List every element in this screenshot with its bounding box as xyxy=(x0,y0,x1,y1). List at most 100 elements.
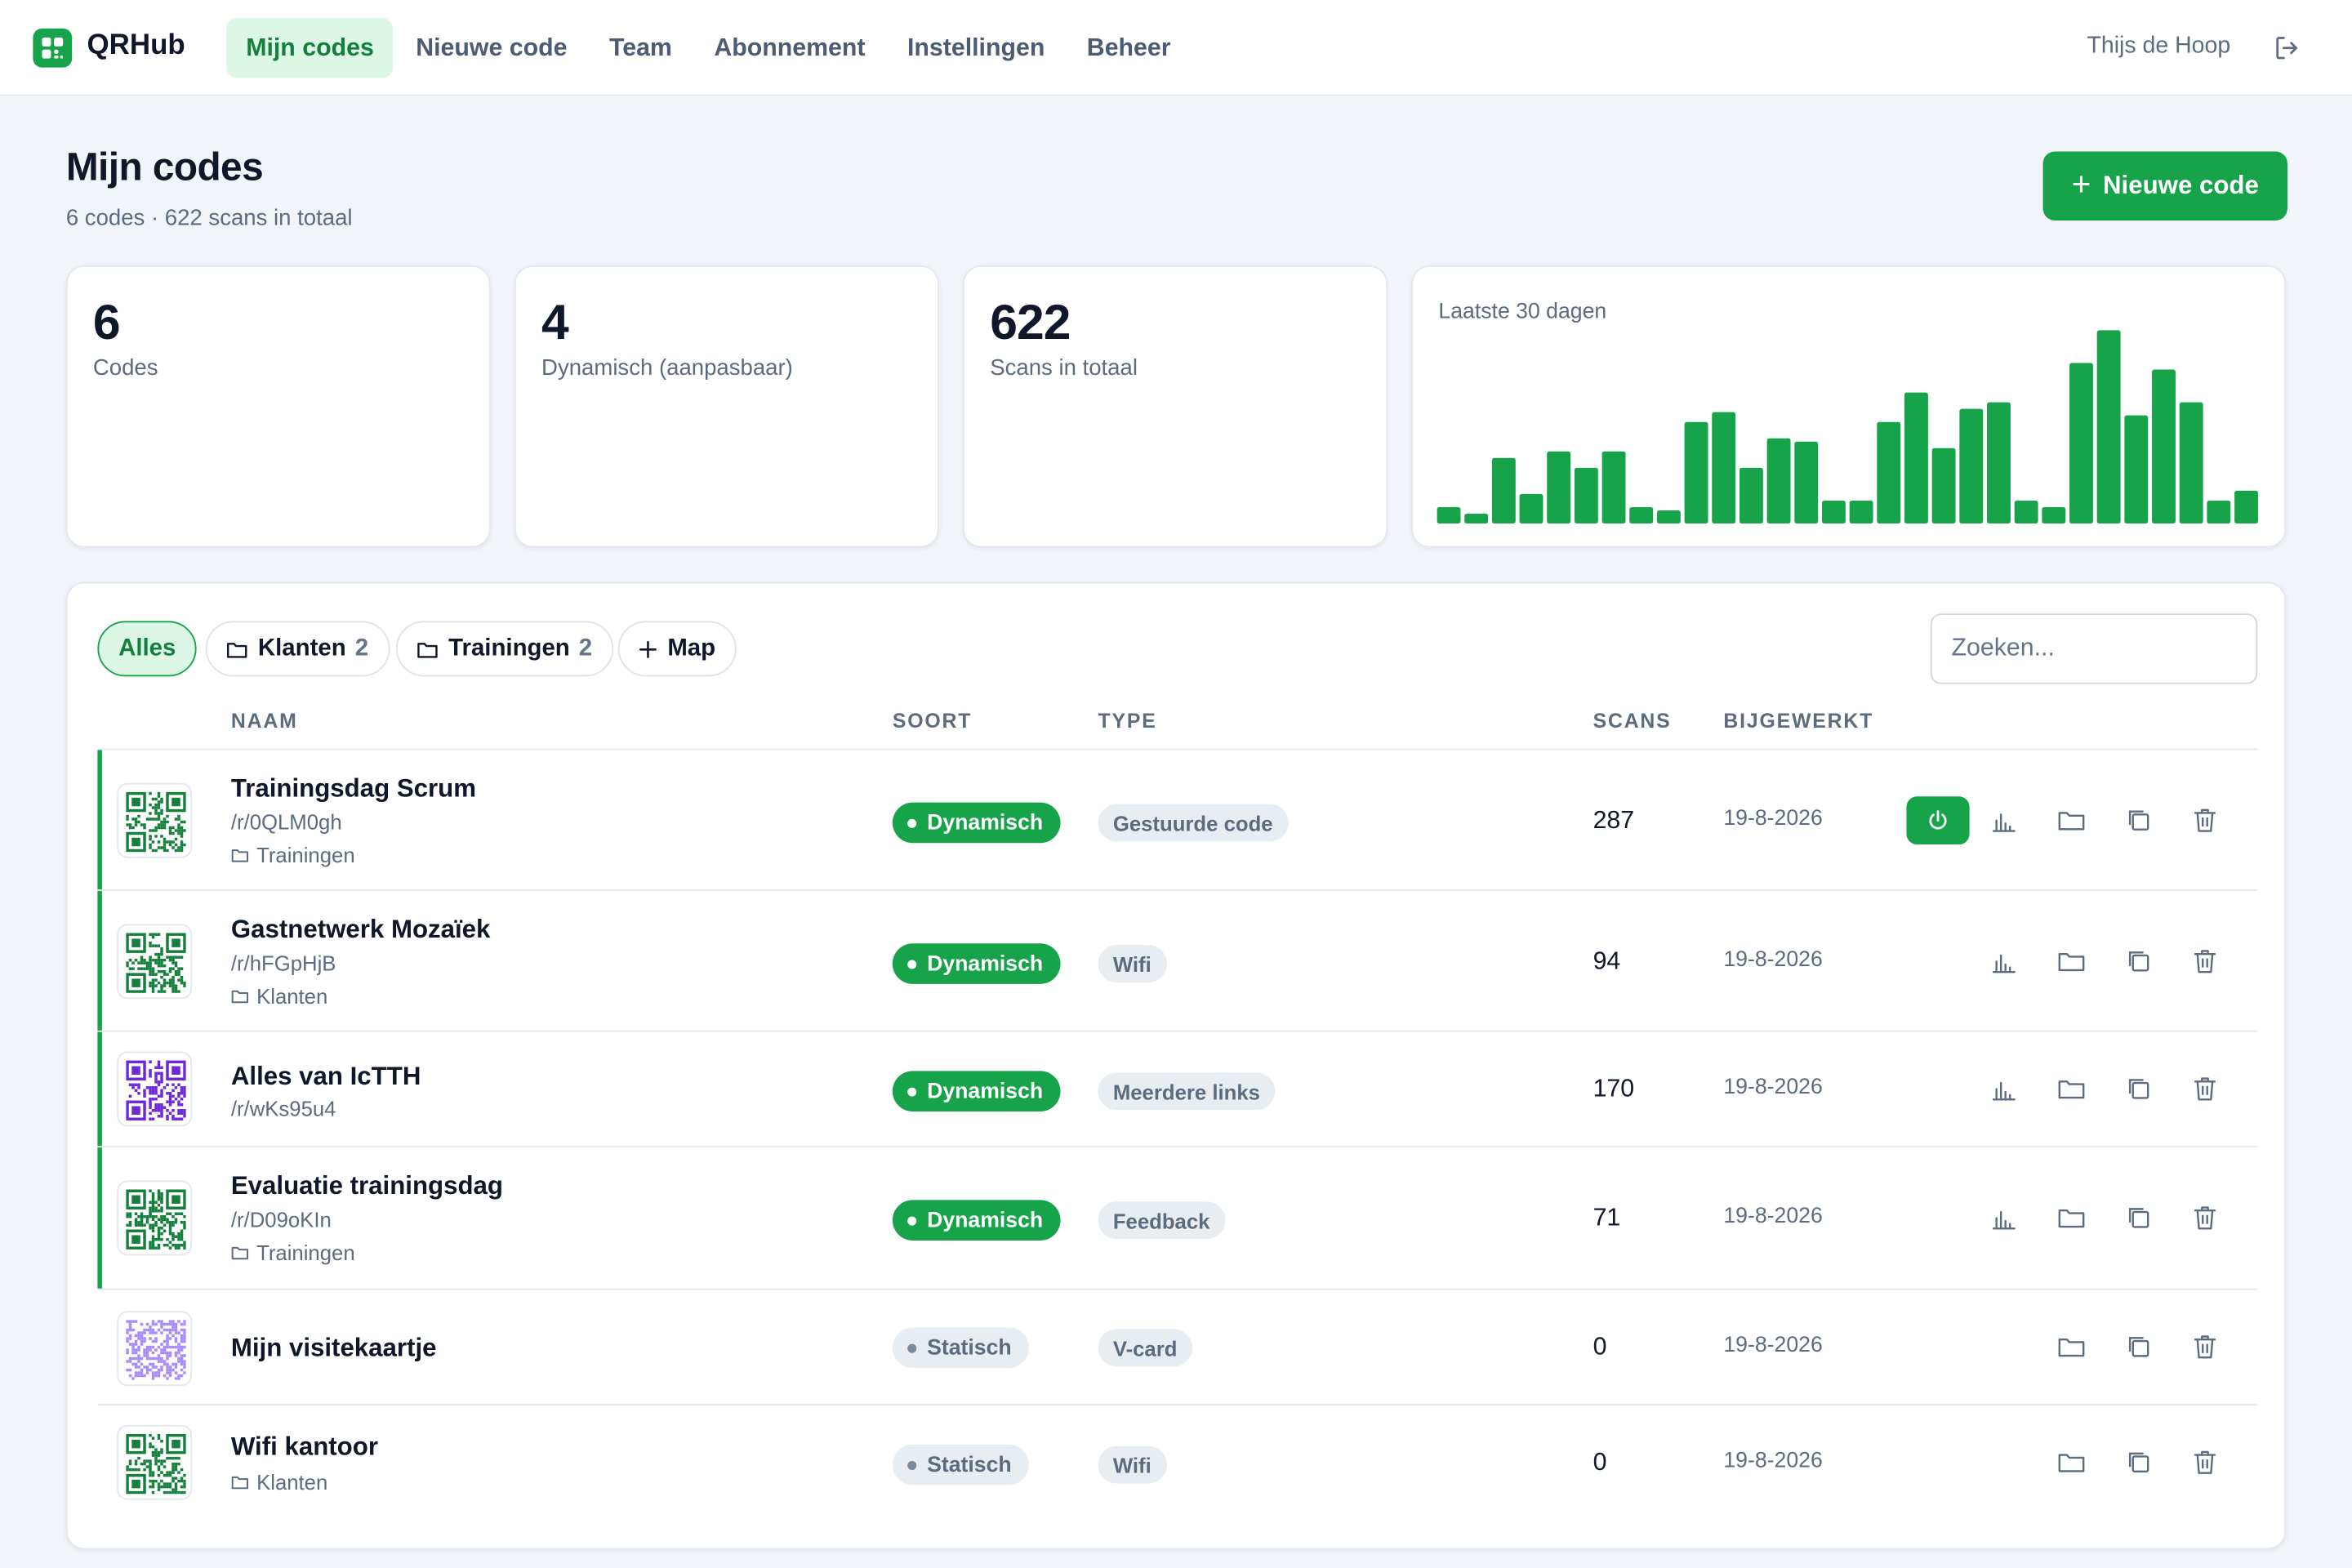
code-name[interactable]: Evaluatie trainingsdag xyxy=(230,1171,504,1200)
delete-icon[interactable] xyxy=(2189,1446,2221,1479)
code-slug[interactable]: /r/wKs95u4 xyxy=(230,1096,336,1121)
duplicate-icon[interactable] xyxy=(2123,1072,2155,1105)
delete-icon[interactable] xyxy=(2189,804,2221,836)
brand-name[interactable]: QRHub xyxy=(87,29,185,62)
chart-bar[interactable] xyxy=(2069,363,2093,524)
move-to-folder-icon[interactable] xyxy=(2055,1446,2087,1479)
chart-bar[interactable] xyxy=(1849,500,1873,524)
qr-thumbnail[interactable] xyxy=(117,1424,193,1500)
chart-bar[interactable] xyxy=(1464,513,1489,524)
qr-thumbnail[interactable] xyxy=(117,782,193,858)
chart-bar[interactable] xyxy=(1739,467,1763,524)
code-name[interactable]: Alles van IcTTH xyxy=(230,1062,421,1091)
nav-instellingen[interactable]: Instellingen xyxy=(906,34,1045,62)
chart-bar[interactable] xyxy=(1547,451,1571,524)
chart-bar[interactable] xyxy=(2207,500,2231,524)
code-folder[interactable]: Klanten xyxy=(231,1470,327,1494)
move-to-folder-icon[interactable] xyxy=(2055,804,2087,836)
stats-icon[interactable] xyxy=(1988,1072,2020,1105)
code-name[interactable]: Wifi kantoor xyxy=(230,1432,378,1461)
stats-icon[interactable] xyxy=(1988,945,2020,978)
code-slug[interactable]: /r/0QLM0gh xyxy=(230,809,342,835)
chart-bar[interactable] xyxy=(1959,408,1984,524)
nav-abonnement[interactable]: Abonnement xyxy=(714,34,866,62)
chart-bar[interactable] xyxy=(1712,412,1736,524)
chart-bar[interactable] xyxy=(1877,421,1901,524)
chart-bar[interactable] xyxy=(2014,500,2038,524)
qr-thumbnail[interactable] xyxy=(117,1180,193,1256)
qr-thumbnail[interactable] xyxy=(117,1311,193,1387)
chart-bar[interactable] xyxy=(2179,402,2203,524)
duplicate-icon[interactable] xyxy=(2123,1330,2155,1363)
nav-beheer[interactable]: Beheer xyxy=(1086,34,1171,62)
code-name[interactable]: Mijn visitekaartje xyxy=(230,1333,437,1362)
code-folder[interactable]: Trainingen xyxy=(231,843,355,867)
table-row[interactable]: Wifi kantoor Klanten Statisch Wifi 0 19-… xyxy=(97,1405,2257,1521)
table-row[interactable]: Alles van IcTTH /r/wKs95u4 Dynamisch Mee… xyxy=(97,1031,2258,1148)
toggle-active-button[interactable] xyxy=(1906,796,1970,845)
add-folder-chip[interactable]: Map xyxy=(617,621,737,677)
chart-bar[interactable] xyxy=(1904,392,1928,524)
filter-chip-trainingen[interactable]: Trainingen 2 xyxy=(395,621,613,677)
chart-bar[interactable] xyxy=(1766,438,1791,524)
stats-icon[interactable] xyxy=(1988,1201,2020,1234)
column-header-naam[interactable]: NAAM xyxy=(230,709,298,733)
filter-chip-alles[interactable]: Alles xyxy=(97,621,198,677)
delete-icon[interactable] xyxy=(2189,945,2221,978)
qr-thumbnail[interactable] xyxy=(117,924,193,1000)
delete-icon[interactable] xyxy=(2189,1201,2221,1234)
chart-bar[interactable] xyxy=(1601,451,1626,524)
code-slug[interactable]: /r/D09oKIn xyxy=(230,1207,332,1232)
chart-bar[interactable] xyxy=(2096,330,2121,524)
delete-icon[interactable] xyxy=(2189,1072,2221,1105)
stats-icon[interactable] xyxy=(1988,804,2020,836)
logout-icon[interactable] xyxy=(2273,33,2303,63)
qrhub-logo-icon[interactable] xyxy=(33,28,73,68)
chart-bar[interactable] xyxy=(1574,467,1598,524)
nav-mijn-codes[interactable]: Mijn codes xyxy=(226,18,394,78)
code-slug[interactable]: /r/hFGpHjB xyxy=(230,951,336,975)
chart-bar[interactable] xyxy=(1629,506,1654,524)
move-to-folder-icon[interactable] xyxy=(2055,1330,2087,1363)
column-header-type[interactable]: TYPE xyxy=(1098,709,1157,733)
chart-bar[interactable] xyxy=(1491,457,1516,524)
user-name[interactable]: Thijs de Hoop xyxy=(2087,33,2231,59)
chart-bar[interactable] xyxy=(2124,415,2149,524)
column-header-bijgewerkt[interactable]: BIJGEWERKT xyxy=(1723,709,1874,733)
chart-bar[interactable] xyxy=(1821,500,1846,524)
move-to-folder-icon[interactable] xyxy=(2055,945,2087,978)
move-to-folder-icon[interactable] xyxy=(2055,1201,2087,1234)
chart-bar[interactable] xyxy=(1684,421,1708,524)
code-name[interactable]: Gastnetwerk Mozaïek xyxy=(230,915,491,944)
delete-icon[interactable] xyxy=(2189,1330,2221,1363)
search-input[interactable] xyxy=(1930,613,2258,684)
chart-bar[interactable] xyxy=(1437,506,1461,524)
chart-bar[interactable] xyxy=(2042,506,2066,524)
table-row[interactable]: Trainingsdag Scrum /r/0QLM0gh Trainingen… xyxy=(97,750,2258,891)
column-header-soort[interactable]: SOORT xyxy=(892,709,973,733)
duplicate-icon[interactable] xyxy=(2123,804,2155,836)
filter-chip-klanten[interactable]: Klanten 2 xyxy=(205,621,390,677)
nav-team[interactable]: Team xyxy=(608,34,672,62)
table-row[interactable]: Mijn visitekaartje Statisch V-card 0 19-… xyxy=(97,1290,2258,1405)
chart-bar[interactable] xyxy=(1794,441,1819,524)
code-folder[interactable]: Klanten xyxy=(231,984,327,1008)
code-name[interactable]: Trainingsdag Scrum xyxy=(230,773,477,803)
table-row[interactable]: Evaluatie trainingsdag /r/D09oKIn Traini… xyxy=(97,1147,2258,1290)
chart-bar[interactable] xyxy=(1931,448,1956,524)
chart-bar[interactable] xyxy=(1656,510,1681,524)
duplicate-icon[interactable] xyxy=(2123,945,2155,978)
duplicate-icon[interactable] xyxy=(2123,1446,2155,1479)
qr-thumbnail[interactable] xyxy=(117,1051,193,1127)
table-row[interactable]: Gastnetwerk Mozaïek /r/hFGpHjB Klanten D… xyxy=(97,890,2258,1032)
chart-bar[interactable] xyxy=(1987,402,2011,524)
chart-bar[interactable] xyxy=(1519,493,1544,524)
move-to-folder-icon[interactable] xyxy=(2055,1072,2087,1105)
new-code-button[interactable]: + Nieuwe code xyxy=(2042,151,2287,220)
code-folder[interactable]: Trainingen xyxy=(231,1241,355,1264)
column-header-scans[interactable]: SCANS xyxy=(1592,709,1672,733)
chart-bar[interactable] xyxy=(2152,369,2176,524)
nav-nieuwe-code[interactable]: Nieuwe code xyxy=(416,34,568,62)
duplicate-icon[interactable] xyxy=(2123,1201,2155,1234)
chart-bar[interactable] xyxy=(2234,490,2258,524)
